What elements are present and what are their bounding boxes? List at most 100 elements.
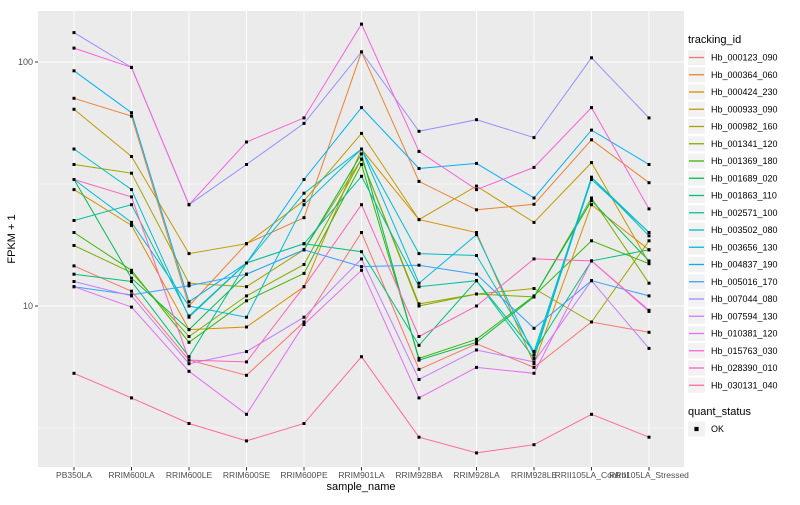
legend-item-Hb_007044_080: Hb_007044_080: [688, 291, 778, 307]
legend-item-label: Hb_000933_090: [711, 104, 778, 114]
data-point: [475, 337, 478, 341]
data-point: [475, 340, 478, 344]
data-point: [590, 178, 593, 181]
data-point: [532, 202, 536, 206]
data-point: [245, 294, 248, 298]
data-point: [590, 279, 593, 283]
x-tick-label: RRIM928LA: [453, 470, 500, 480]
data-point: [360, 106, 363, 110]
data-point: [532, 350, 536, 354]
data-point: [72, 219, 76, 222]
data-point: [417, 435, 421, 439]
data-point: [302, 323, 306, 326]
legend-item-Hb_001369_180: Hb_001369_180: [688, 153, 778, 169]
legend-item-quant-ok: [688, 421, 705, 437]
data-point: [417, 358, 421, 362]
data-point: [245, 242, 248, 246]
legend-item-label: Hb_010381_120: [711, 329, 778, 339]
legend-item-Hb_028390_010: Hb_028390_010: [688, 360, 778, 376]
data-point: [130, 155, 133, 158]
data-point: [302, 203, 306, 207]
legend-item-label: Hb_015763_030: [711, 346, 778, 356]
legend-key-point: [694, 426, 699, 432]
data-point: [72, 285, 76, 289]
data-point: [475, 272, 478, 276]
data-point: [532, 362, 536, 366]
data-point: [72, 188, 76, 192]
data-point: [590, 175, 593, 179]
x-tick-label: RRII105LA_Stressed: [609, 470, 689, 480]
data-point: [187, 315, 191, 319]
data-point: [647, 163, 651, 166]
legend-item-label: Hb_001341_120: [711, 139, 778, 149]
data-point: [475, 254, 478, 257]
data-point: [130, 114, 133, 118]
data-point: [417, 356, 421, 360]
data-point: [417, 179, 421, 183]
data-point: [647, 239, 651, 243]
data-point: [72, 147, 76, 151]
data-point: [130, 223, 133, 227]
data-point: [475, 304, 478, 308]
data-point: [417, 263, 421, 267]
data-point: [417, 218, 421, 222]
data-point: [590, 161, 593, 165]
data-point: [360, 152, 363, 156]
legend-item-label: Hb_007594_130: [711, 311, 778, 321]
data-point: [72, 69, 76, 73]
data-point: [187, 300, 191, 304]
data-point: [475, 231, 478, 234]
data-point: [72, 178, 76, 181]
data-point: [360, 268, 363, 272]
data-point: [647, 281, 651, 285]
data-point: [187, 281, 191, 285]
data-point: [187, 422, 191, 425]
data-point: [647, 262, 651, 266]
data-point: [72, 107, 76, 111]
data-point: [417, 367, 421, 371]
data-point: [130, 195, 133, 199]
data-point: [532, 326, 536, 330]
data-point: [532, 371, 536, 375]
data-point: [647, 231, 651, 234]
data-point: [72, 163, 76, 166]
x-tick-label: PB350LA: [56, 470, 92, 480]
y-tick-label: 100: [18, 57, 33, 67]
data-point: [647, 308, 651, 312]
data-point: [302, 285, 306, 289]
legend-item-label: Hb_000982_160: [711, 122, 778, 132]
data-point: [475, 233, 478, 237]
legend-item-Hb_001341_120: Hb_001341_120: [688, 136, 778, 152]
legend-item-Hb_002571_100: Hb_002571_100: [688, 205, 778, 221]
data-point: [130, 220, 133, 224]
data-point: [360, 50, 363, 54]
data-point: [72, 96, 76, 100]
legend-item-label: Hb_002571_100: [711, 208, 778, 218]
legend-item-Hb_004837_190: Hb_004837_190: [688, 257, 778, 272]
data-point: [302, 242, 306, 246]
data-point: [360, 257, 363, 261]
x-tick-label: RRIM901LA: [338, 470, 385, 480]
data-point: [360, 174, 363, 178]
x-tick-label: RRIM600PE: [280, 470, 328, 480]
data-point: [532, 356, 536, 360]
data-point: [360, 147, 363, 151]
data-point: [417, 285, 421, 289]
data-point: [302, 121, 306, 125]
data-point: [590, 138, 593, 142]
legend-item-Hb_003502_080: Hb_003502_080: [688, 222, 778, 238]
legend-item-Hb_000364_060: Hb_000364_060: [688, 67, 778, 83]
data-point: [130, 271, 133, 275]
data-point: [187, 340, 191, 344]
legend-item-label: Hb_007044_080: [711, 294, 778, 304]
x-tick-label: RRIM600LA: [108, 470, 155, 480]
data-point: [532, 257, 536, 261]
legend-item-Hb_007594_130: Hb_007594_130: [688, 308, 778, 324]
data-point: [302, 263, 306, 266]
data-point: [245, 299, 248, 303]
data-point: [647, 248, 651, 252]
data-point: [360, 157, 363, 161]
data-point: [590, 239, 593, 243]
data-point: [532, 196, 536, 200]
